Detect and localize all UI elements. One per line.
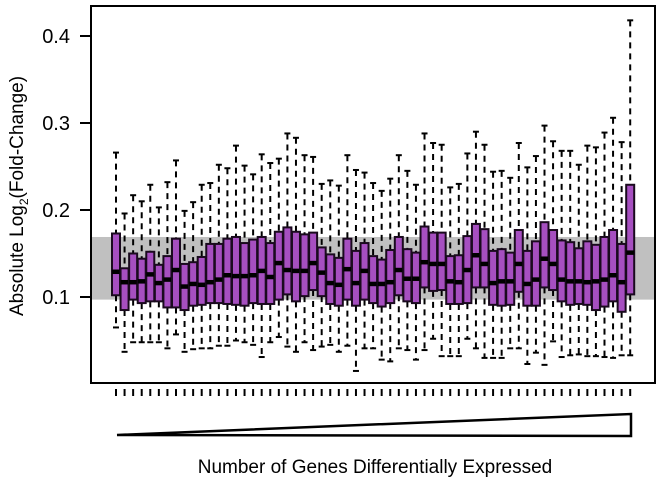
whiskers	[113, 19, 634, 372]
increasing-wedge-indicator	[116, 412, 633, 438]
box	[368, 255, 379, 305]
box	[265, 242, 276, 305]
box	[539, 221, 550, 289]
box	[111, 232, 121, 297]
box	[556, 239, 567, 303]
box	[616, 242, 627, 313]
y-tick-label: 0.2	[42, 200, 70, 222]
box	[530, 240, 541, 307]
x-axis-ticks	[115, 389, 632, 396]
y-axis-label-subscript: 2	[17, 198, 31, 205]
box	[488, 249, 499, 306]
box	[548, 229, 559, 292]
box	[119, 267, 130, 312]
box	[128, 252, 139, 301]
box	[513, 229, 524, 293]
box	[290, 230, 301, 303]
box	[299, 233, 310, 298]
y-axis-label-tail: (Fold-Change)	[7, 76, 28, 199]
box	[419, 225, 430, 289]
y-tick-label: 0.3	[42, 113, 70, 135]
plot-frame	[90, 5, 656, 384]
box	[333, 256, 344, 307]
box	[196, 255, 207, 306]
y-axis-label-main: Absolute Log	[7, 205, 28, 316]
box	[282, 226, 293, 296]
box	[479, 228, 490, 289]
box	[590, 243, 601, 312]
box	[248, 238, 259, 305]
box	[496, 248, 507, 307]
box	[573, 247, 584, 305]
box	[522, 249, 533, 307]
box	[325, 253, 336, 305]
y-tick-label: 0.4	[42, 26, 70, 48]
box	[436, 231, 447, 292]
y-axis: 0.1 0.2 0.3 0.4	[42, 26, 91, 309]
box	[222, 237, 233, 305]
y-tick-label: 0.1	[42, 287, 70, 309]
box	[205, 242, 216, 305]
x-axis-label: Number of Genes Differentially Expressed	[198, 457, 552, 478]
box	[213, 242, 224, 305]
box	[625, 183, 636, 296]
box	[385, 249, 396, 305]
box	[505, 251, 516, 306]
box	[565, 241, 576, 306]
box	[608, 229, 619, 303]
box	[350, 249, 361, 307]
box	[393, 235, 404, 297]
box	[453, 254, 464, 305]
boxes	[111, 183, 636, 313]
y-axis-label: Absolute Log2(Fold-Change)	[7, 76, 31, 316]
box	[170, 237, 181, 309]
box	[582, 240, 593, 306]
box	[402, 248, 413, 303]
box	[230, 235, 241, 306]
box	[273, 230, 284, 301]
box	[599, 235, 610, 308]
